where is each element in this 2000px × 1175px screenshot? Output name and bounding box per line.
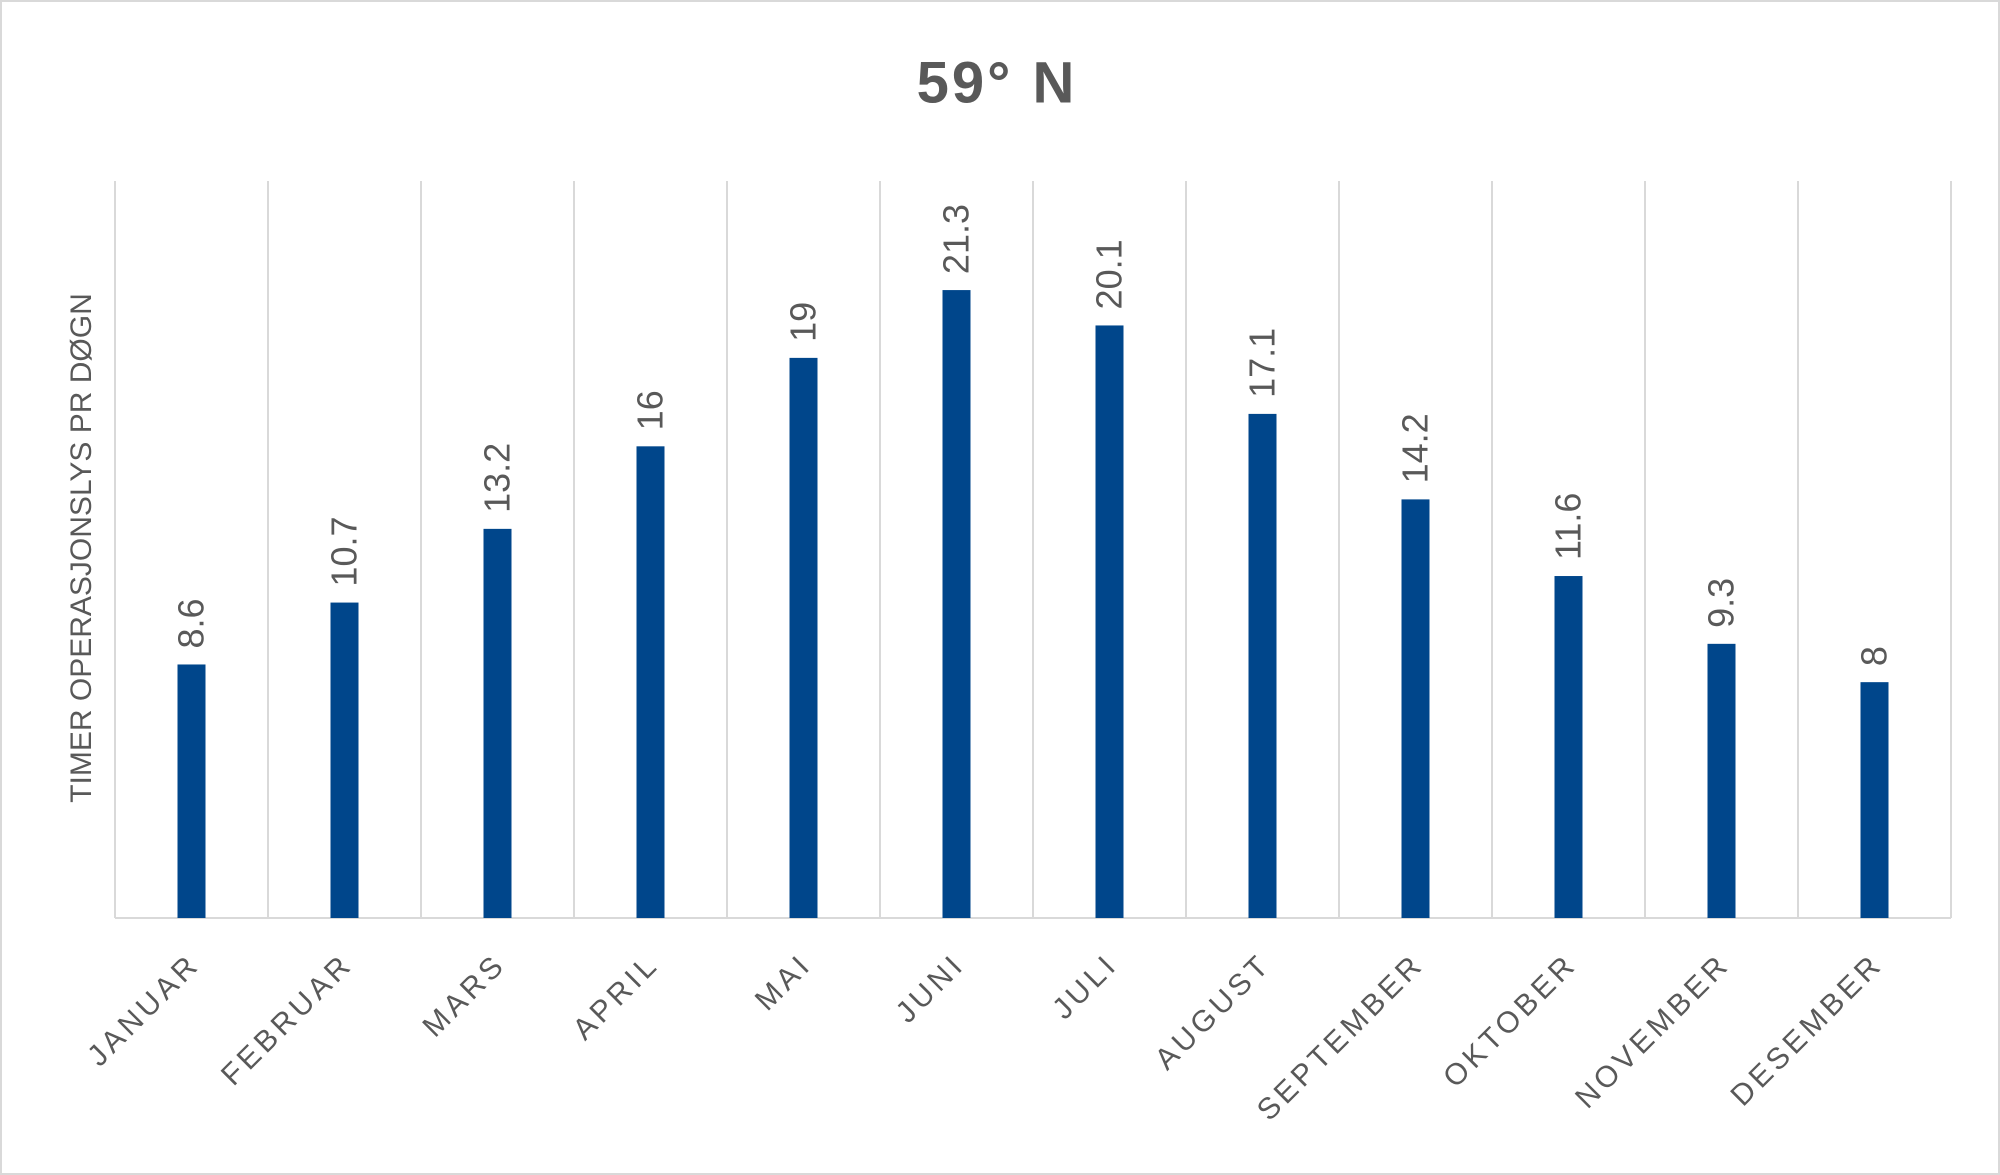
data-label: 16 (630, 390, 671, 430)
bar (942, 290, 971, 918)
bar (1401, 499, 1430, 918)
data-label: 21.3 (936, 204, 977, 274)
bar (1707, 643, 1736, 918)
bar (483, 528, 512, 918)
chart-title: 59° N (917, 50, 1078, 115)
bar (1248, 413, 1277, 918)
bar (636, 446, 665, 918)
bar (1554, 576, 1583, 918)
data-label: 10.7 (324, 516, 365, 586)
data-label: 11.6 (1548, 493, 1589, 560)
data-label: 8.6 (171, 598, 212, 648)
data-label: 19 (783, 302, 824, 342)
bar (1095, 325, 1124, 918)
bar (1860, 682, 1889, 918)
y-axis-label: TIMER OPERASJONSLYS PR DØGN (65, 293, 98, 803)
data-label: 17.1 (1242, 328, 1283, 398)
bar (789, 357, 818, 918)
bar (177, 664, 206, 918)
data-label: 8 (1854, 646, 1895, 666)
data-label: 20.1 (1089, 239, 1130, 309)
data-label: 9.3 (1701, 578, 1742, 628)
data-label: 13.2 (477, 443, 518, 513)
data-label: 14.2 (1395, 413, 1436, 483)
bar (330, 602, 359, 918)
